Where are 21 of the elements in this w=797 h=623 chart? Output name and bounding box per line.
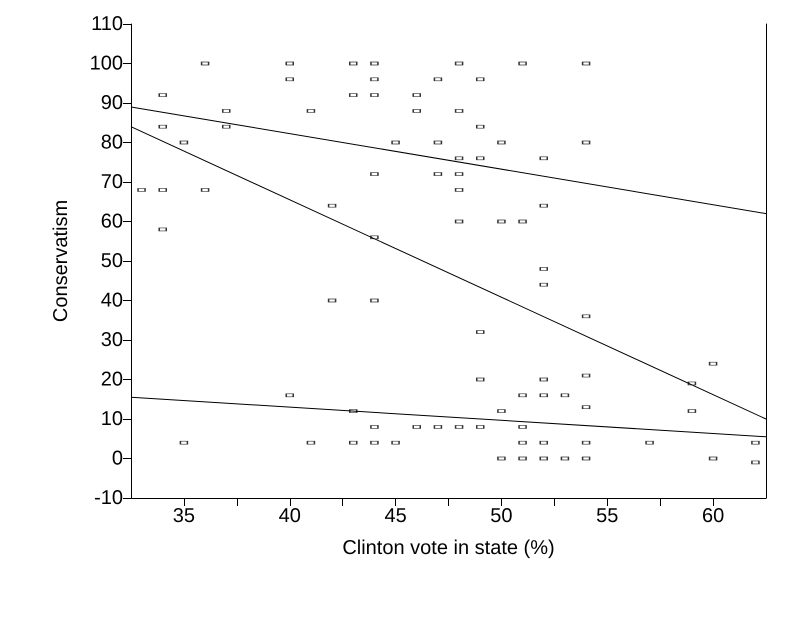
y-tick-label: 0 bbox=[112, 448, 123, 470]
y-tick-label: 100 bbox=[90, 52, 123, 74]
y-tick-label: 60 bbox=[100, 210, 123, 232]
y-axis-title: Conservatism bbox=[50, 200, 72, 322]
y-tick-label: 80 bbox=[100, 132, 123, 154]
x-tick-label: 35 bbox=[172, 505, 196, 527]
y-tick-label: 20 bbox=[100, 368, 123, 390]
y-tick-label: 30 bbox=[100, 329, 123, 351]
y-tick-label: 40 bbox=[100, 290, 123, 312]
y-tick-label: 10 bbox=[100, 408, 123, 430]
y-tick-label: 70 bbox=[100, 171, 123, 193]
x-tick-label: 40 bbox=[278, 505, 301, 527]
y-tick-label: 110 bbox=[91, 13, 123, 35]
x-tick-label: 45 bbox=[384, 505, 407, 527]
x-tick-label: 60 bbox=[702, 505, 724, 527]
y-tick-label: 90 bbox=[100, 92, 123, 114]
x-axis-title: Clinton vote in state (%) bbox=[342, 537, 555, 559]
x-tick-label: 50 bbox=[490, 505, 513, 527]
x-tick-label: 55 bbox=[596, 505, 618, 527]
y-tick-label: 50 bbox=[100, 250, 123, 272]
y-tick-label: -10 bbox=[94, 487, 123, 509]
